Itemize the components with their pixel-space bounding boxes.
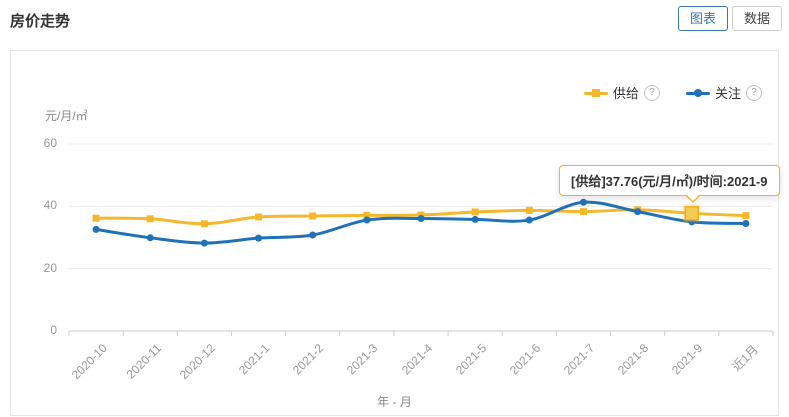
chart-legend: 供给 ? 关注 ? (583, 83, 762, 102)
follow-line-marker-icon (685, 88, 710, 98)
y-axis-unit-label: 元/月/㎡ (45, 109, 88, 123)
legend-item-follow[interactable]: 关注 ? (685, 83, 762, 102)
supply-line-marker-icon (583, 88, 608, 98)
legend-label-supply: 供给 (612, 86, 639, 101)
chart-view-button[interactable]: 图表 (677, 6, 728, 31)
data-view-button[interactable]: 数据 (731, 6, 782, 31)
follow-help-icon[interactable]: ? (746, 84, 762, 101)
tooltip-arrow-icon (684, 193, 701, 209)
supply-help-icon[interactable]: ? (643, 84, 660, 101)
legend-label-follow: 关注 (714, 86, 741, 101)
tooltip-text: [供给]37.76(元/月/㎡)/时间:2021-9 (571, 174, 768, 189)
legend-item-supply[interactable]: 供给 ? (583, 83, 660, 102)
view-toggle-group: 图表 数据 (677, 6, 782, 31)
x-axis-name: 年 - 月 (377, 395, 412, 409)
chart-canvas[interactable] (11, 51, 778, 415)
page-title: 房价走势 (10, 13, 71, 30)
chart-panel: 供给 ? 关注 ? 元/月/㎡ 0 20 40 60 2020-10 2020-11 202… (10, 50, 780, 416)
chart-tooltip: [供给]37.76(元/月/㎡)/时间:2021-9 (559, 165, 780, 203)
